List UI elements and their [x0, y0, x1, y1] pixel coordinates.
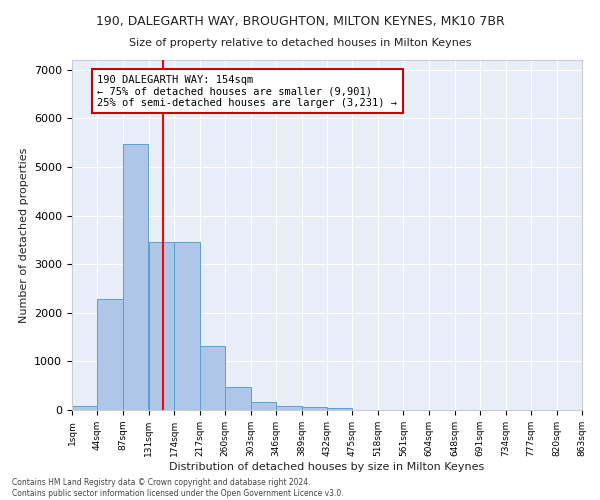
Text: Contains HM Land Registry data © Crown copyright and database right 2024.
Contai: Contains HM Land Registry data © Crown c… — [12, 478, 344, 498]
X-axis label: Distribution of detached houses by size in Milton Keynes: Distribution of detached houses by size … — [169, 462, 485, 471]
Bar — [200, 346, 225, 410]
Y-axis label: Number of detached properties: Number of detached properties — [19, 148, 29, 322]
Bar — [123, 144, 148, 410]
Bar — [302, 408, 327, 410]
Bar — [72, 406, 97, 410]
Bar — [276, 406, 302, 410]
Bar — [97, 299, 123, 410]
Text: Size of property relative to detached houses in Milton Keynes: Size of property relative to detached ho… — [129, 38, 471, 48]
Text: 190, DALEGARTH WAY, BROUGHTON, MILTON KEYNES, MK10 7BR: 190, DALEGARTH WAY, BROUGHTON, MILTON KE… — [95, 15, 505, 28]
Bar — [149, 242, 175, 410]
Text: 190 DALEGARTH WAY: 154sqm
← 75% of detached houses are smaller (9,901)
25% of se: 190 DALEGARTH WAY: 154sqm ← 75% of detac… — [97, 74, 397, 108]
Bar — [251, 402, 276, 410]
Bar — [175, 242, 200, 410]
Bar — [327, 408, 352, 410]
Bar — [225, 386, 251, 410]
